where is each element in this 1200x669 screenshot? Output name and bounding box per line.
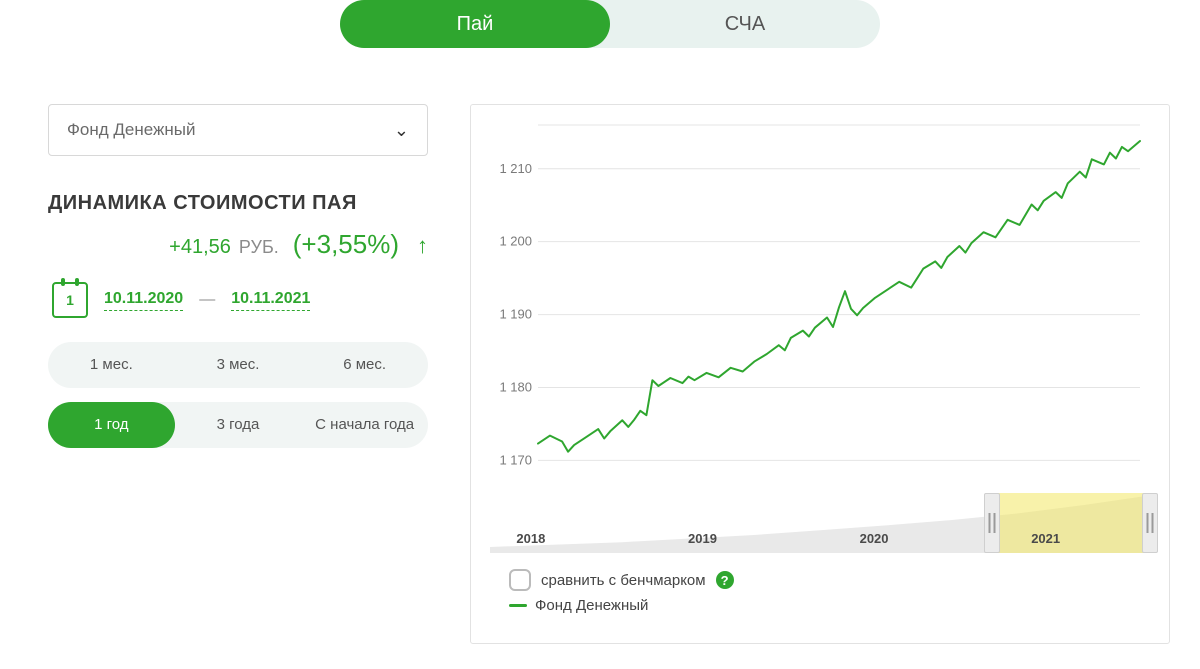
tab-share[interactable]: Пай [340,0,610,48]
price-change: +41,56 РУБ. (+3,55%) ↑ [48,229,428,260]
period-3m[interactable]: 3 мес. [175,342,302,388]
date-range-row: 1 10.11.2020 — 10.11.2021 [48,282,428,318]
legend: Фонд Денежный [509,597,1159,614]
svg-text:1 180: 1 180 [499,380,532,395]
period-row-2: 1 год 3 года С начала года [48,402,428,448]
top-tabs: Пай СЧА [340,0,880,48]
legend-item-label: Фонд Денежный [535,597,648,614]
price-change-percent: (+3,55%) [293,229,399,260]
compare-label: сравнить с бенчмарком [541,572,706,589]
left-panel: Фонд Денежный ⌄ ДИНАМИКА СТОИМОСТИ ПАЯ +… [48,104,428,448]
calendar-icon[interactable]: 1 [52,282,88,318]
navigator-x-label: 2021 [1031,531,1060,546]
chevron-down-icon: ⌄ [394,120,409,141]
navigator-handle-left[interactable] [984,493,1000,553]
section-title: ДИНАМИКА СТОИМОСТИ ПАЯ [48,192,428,215]
period-ytd[interactable]: С начала года [301,402,428,448]
svg-text:1 200: 1 200 [499,234,532,249]
period-3y[interactable]: 3 года [175,402,302,448]
tab-nav[interactable]: СЧА [610,0,880,48]
period-6m[interactable]: 6 мес. [301,342,428,388]
navigator-x-label: 2020 [860,531,889,546]
arrow-up-icon: ↑ [417,233,428,259]
compare-row: сравнить с бенчмарком ? [509,569,1159,591]
date-to[interactable]: 10.11.2021 [231,290,310,311]
legend-swatch [509,604,527,607]
svg-text:1 190: 1 190 [499,307,532,322]
compare-checkbox[interactable] [509,569,531,591]
svg-text:1 170: 1 170 [499,452,532,467]
navigator-x-label: 2019 [688,531,717,546]
navigator-selection[interactable] [992,493,1150,553]
date-dash: — [199,291,215,309]
period-1m[interactable]: 1 мес. [48,342,175,388]
navigator-chart[interactable]: 2018 2019 2020 2021 [490,493,1150,553]
price-change-value: +41,56 [169,236,231,259]
period-1y[interactable]: 1 год [48,402,175,448]
period-selector: 1 мес. 3 мес. 6 мес. 1 год 3 года С нача… [48,342,428,448]
svg-text:1 210: 1 210 [499,161,532,176]
fund-select-value: Фонд Денежный [67,120,196,140]
line-chart[interactable]: 1 170 1 180 1 190 1 200 1 210 [490,115,1150,485]
fund-select[interactable]: Фонд Денежный ⌄ [48,104,428,156]
help-icon[interactable]: ? [716,571,734,589]
navigator-handle-right[interactable] [1142,493,1158,553]
price-change-unit: РУБ. [239,237,279,258]
date-from[interactable]: 10.11.2020 [104,290,183,311]
chart-panel: 1 1701 1801 1901 2001 210 20182019202020… [470,104,1170,644]
navigator-x-label: 2018 [516,531,545,546]
period-row-1: 1 мес. 3 мес. 6 мес. [48,342,428,388]
